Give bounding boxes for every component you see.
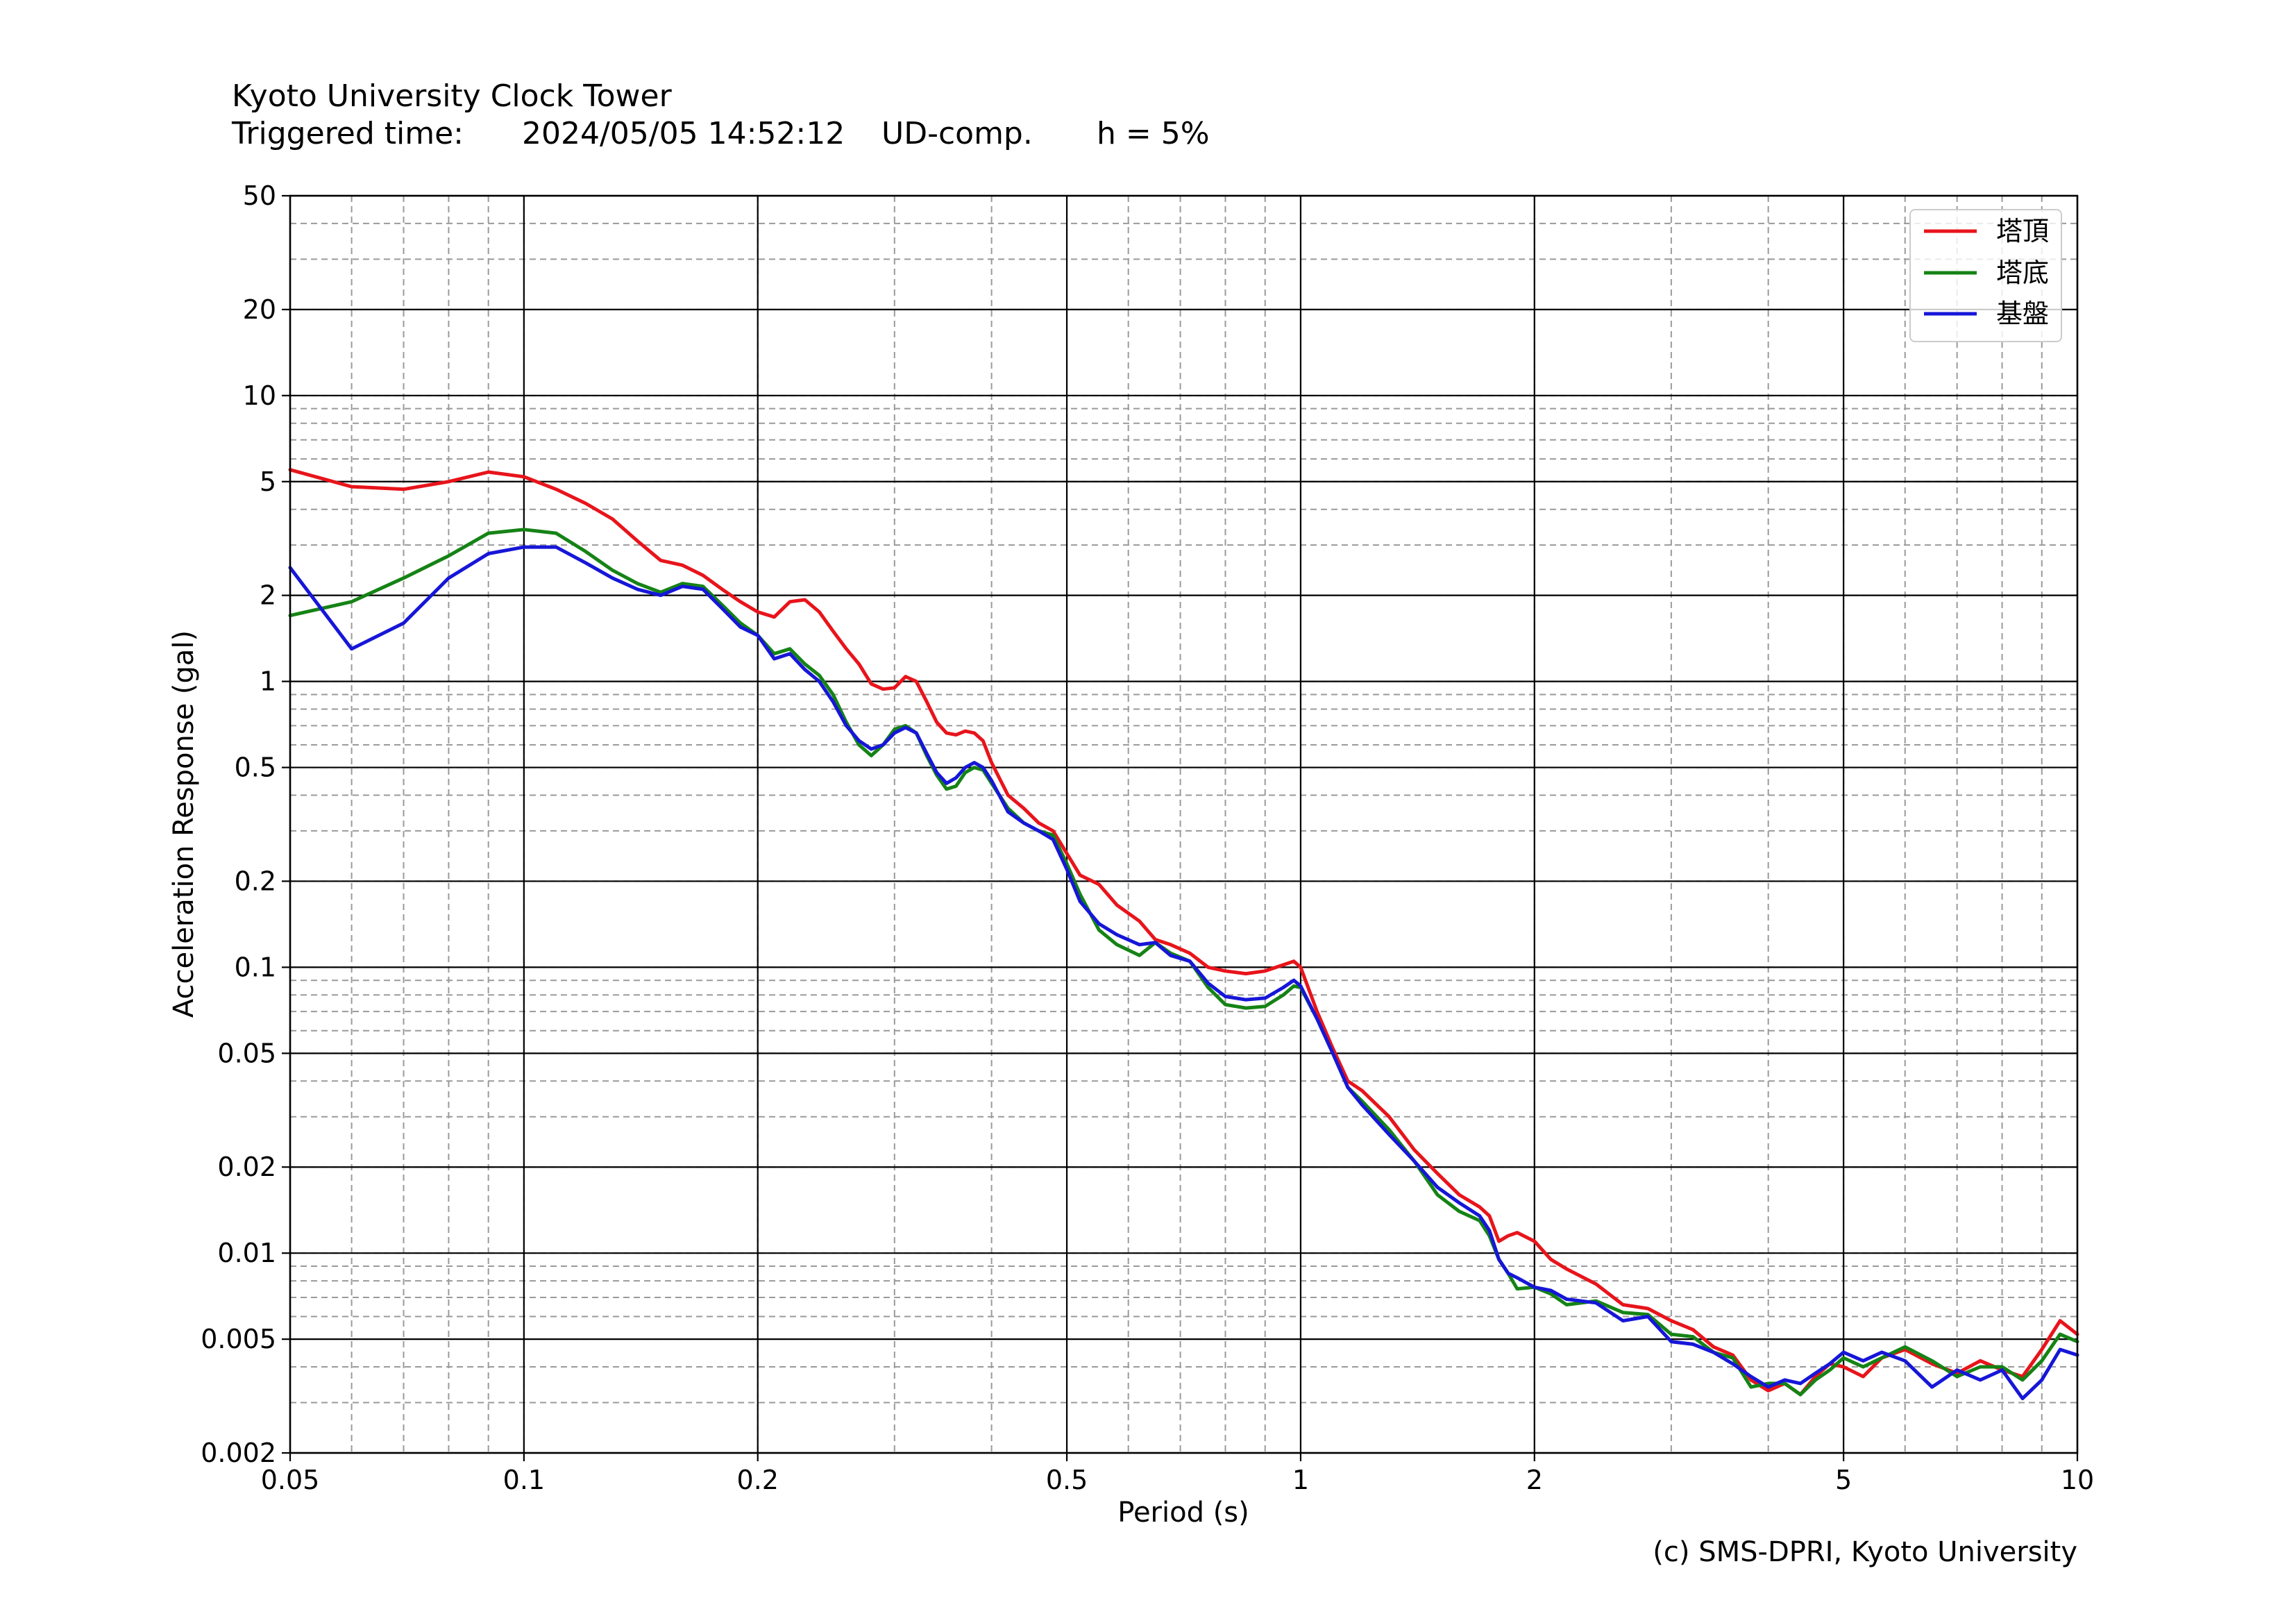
y-tick-label: 0.02 <box>217 1152 276 1182</box>
legend-label-series-3: 基盤 <box>1996 298 2049 329</box>
x-tick-labels: 0.05 0.1 0.2 0.5 1 2 5 10 <box>261 1465 2094 1495</box>
x-axis-label: Period (s) <box>1117 1497 1249 1529</box>
triggered-value: 2024/05/05 14:52:12 <box>522 116 845 151</box>
y-tick-label: 0.002 <box>201 1438 276 1468</box>
y-tick-label: 2 <box>260 580 276 611</box>
x-tick-label: 10 <box>2061 1465 2094 1495</box>
x-tick-label: 2 <box>1526 1465 1543 1495</box>
y-tick-label: 5 <box>260 466 276 497</box>
y-axis-label: Acceleration Response (gal) <box>168 630 200 1018</box>
credit-text: (c) SMS-DPRI, Kyoto University <box>1653 1536 2077 1568</box>
y-tick-label: 1 <box>260 666 276 697</box>
series-line-3 <box>288 545 2079 1401</box>
series-line-2 <box>288 528 2079 1397</box>
x-tick-label: 0.05 <box>261 1465 320 1495</box>
chart-title: Kyoto University Clock Tower <box>232 78 673 114</box>
y-tick-label: 0.2 <box>235 866 276 896</box>
legend-label-series-2: 塔底 <box>1996 258 2049 288</box>
damping-label: h = 5% <box>1097 116 1210 151</box>
x-tick-label: 0.1 <box>503 1465 545 1495</box>
triggered-label: Triggered time: <box>231 116 464 151</box>
y-tick-label: 0.005 <box>201 1324 276 1354</box>
legend: 塔頂 塔底 基盤 <box>1909 209 2062 342</box>
y-tick-label: 0.1 <box>235 952 276 982</box>
series-lines <box>288 468 2079 1401</box>
minor-gridlines <box>290 196 2077 1453</box>
major-gridlines <box>282 194 2079 1461</box>
y-tick-label: 50 <box>243 180 276 211</box>
y-tick-labels: 0.002 0.005 0.01 0.02 0.05 0.1 0.2 0.5 1 2 5 10 20 50 <box>201 180 276 1468</box>
y-tick-label: 0.05 <box>217 1038 276 1068</box>
series-line-1 <box>288 468 2079 1397</box>
legend-box <box>1909 209 2062 342</box>
x-tick-label: 0.5 <box>1046 1465 1088 1495</box>
component-label: UD-comp. <box>881 116 1033 151</box>
y-tick-label: 10 <box>243 380 276 411</box>
y-tick-label: 0.5 <box>235 752 276 783</box>
y-tick-label: 0.01 <box>217 1238 276 1268</box>
x-tick-label: 1 <box>1292 1465 1309 1495</box>
x-tick-label: 5 <box>1835 1465 1852 1495</box>
x-tick-label: 0.2 <box>737 1465 779 1495</box>
legend-label-series-1: 塔頂 <box>1996 216 2049 246</box>
plot-frame <box>289 194 2079 1454</box>
y-tick-label: 20 <box>243 294 276 325</box>
